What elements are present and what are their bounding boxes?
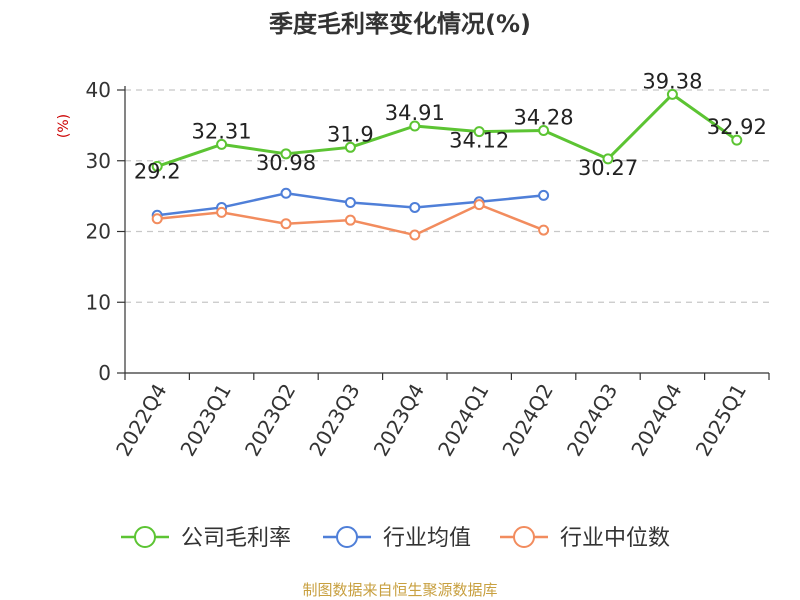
series-0-point (602, 153, 614, 165)
legend-swatch-marker (336, 526, 358, 548)
x-tick-label: 2025Q1 (691, 380, 751, 461)
series-0-point (731, 134, 743, 146)
legend-item-1: 行业均值 (323, 526, 471, 551)
legend-label: 行业中位数 (560, 526, 670, 551)
series-0-line (156, 92, 738, 168)
series-2-point (280, 218, 292, 230)
data-label: 30.98 (256, 151, 316, 175)
data-label: 34.91 (385, 101, 445, 125)
series-layer (151, 88, 743, 241)
y-tick-label: 40 (86, 78, 111, 102)
series-0-point (151, 160, 163, 172)
data-label: 30.27 (578, 156, 638, 180)
series-0-point (280, 148, 292, 160)
data-label: 34.12 (449, 129, 509, 153)
series-1-point (344, 196, 356, 208)
series-2-point (151, 213, 163, 225)
data-label: 34.28 (514, 105, 574, 129)
legend-item-0: 公司毛利率 (121, 526, 291, 551)
series-0-point (409, 120, 421, 132)
series-0-point (666, 88, 678, 100)
data-label: 32.92 (707, 115, 767, 139)
series-0-point (344, 141, 356, 153)
legend-label: 公司毛利率 (181, 526, 291, 551)
data-label: 29.2 (134, 159, 181, 183)
legend-label: 行业均值 (383, 526, 471, 551)
chart-title: 季度毛利率变化情况(%) (269, 10, 531, 38)
x-tick-label: 2024Q3 (562, 380, 622, 461)
x-tick-label: 2024Q1 (433, 380, 493, 461)
series-1-point (409, 201, 421, 213)
x-tick-label: 2024Q4 (626, 380, 686, 461)
legend: 公司毛利率 行业均值 行业中位数 (121, 526, 670, 551)
series-2-point (473, 199, 485, 211)
legend-swatch-marker (513, 526, 535, 548)
series-2-point (409, 229, 421, 241)
x-tick-label: 2024Q2 (497, 380, 557, 461)
y-tick-label: 10 (86, 290, 111, 314)
series-2-point (538, 224, 550, 236)
series-1-point (538, 189, 550, 201)
grid-layer (125, 89, 769, 303)
x-tick-label: 2023Q4 (369, 380, 429, 461)
y-tick-label: 0 (98, 361, 111, 385)
legend-swatch-marker (134, 526, 156, 548)
series-2-point (344, 214, 356, 226)
y-tick-label: 20 (86, 220, 111, 244)
y-tick-label: 30 (86, 149, 111, 173)
source-note: 制图数据来自恒生聚源数据库 (302, 581, 497, 599)
y-axis-unit-label: (%) (56, 114, 72, 138)
x-tick-label: 2023Q2 (240, 380, 300, 461)
series-0-point (538, 124, 550, 136)
series-1-point (280, 187, 292, 199)
series-0-point (473, 126, 485, 138)
x-tick-label: 2023Q1 (175, 380, 235, 461)
series-0-point (216, 138, 228, 150)
data-label: 32.31 (192, 119, 252, 143)
data-label: 39.38 (642, 69, 702, 93)
x-tick-label: 2022Q4 (111, 380, 171, 461)
legend-item-2: 行业中位数 (500, 526, 670, 551)
x-tick-label: 2023Q3 (304, 380, 364, 461)
data-label: 31.9 (327, 122, 374, 146)
series-2-point (216, 206, 228, 218)
